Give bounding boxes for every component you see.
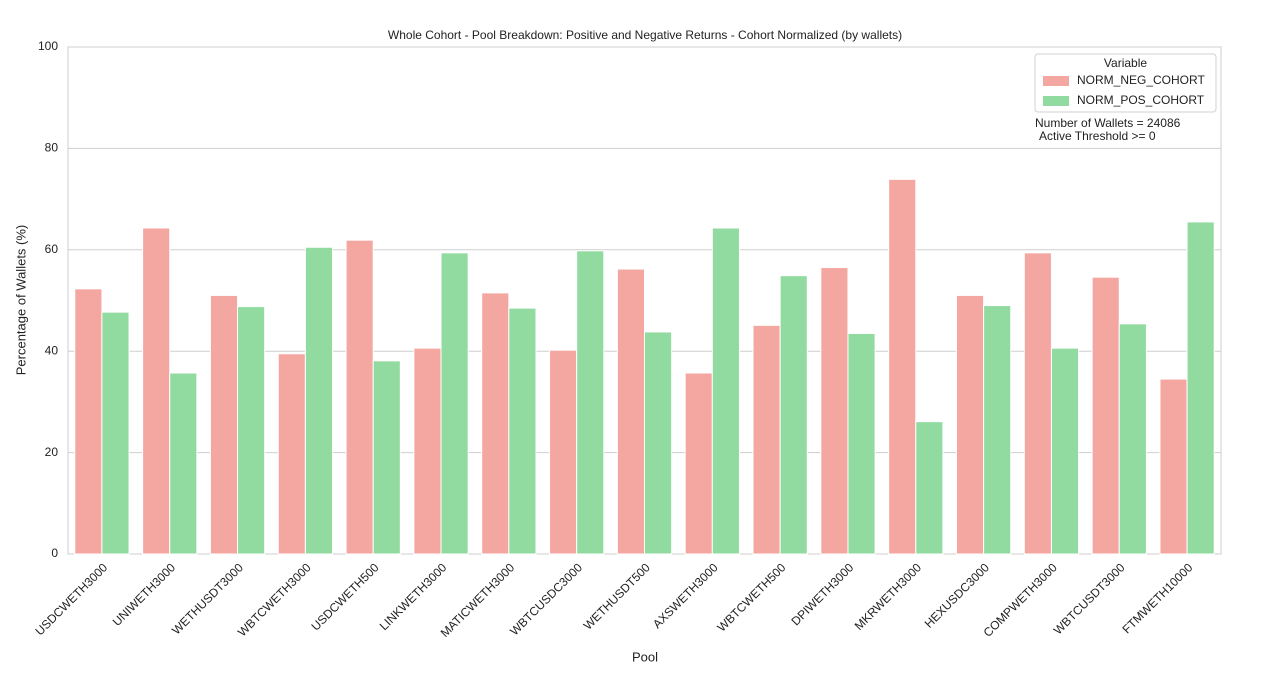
bar: [209, 294, 239, 555]
x-tick-label: AXSWETH3000: [650, 560, 721, 631]
bar: [413, 347, 442, 555]
x-tick-label: WBTCUSDC3000: [507, 560, 585, 638]
x-tick-label: UNIWETH3000: [110, 560, 179, 629]
bar: [1050, 347, 1080, 555]
x-tick-label: MATICWETH3000: [438, 560, 518, 640]
legend-label: NORM_POS_COHORT: [1077, 93, 1205, 107]
x-tick-label: WBTCWETH3000: [235, 560, 314, 639]
bar: [1023, 252, 1052, 555]
x-tick-label: WETHUSDT3000: [169, 560, 246, 637]
bar: [101, 311, 130, 555]
x-tick-label: COMPWETH3000: [981, 560, 1060, 639]
x-tick-label: USDCWETH3000: [32, 560, 110, 638]
legend-swatch: [1043, 76, 1069, 86]
annotation: Number of Wallets = 24086: [1035, 116, 1181, 130]
bar: [142, 227, 171, 555]
bar: [644, 331, 673, 555]
x-tick-label: LINKWETH3000: [377, 560, 450, 633]
bar: [616, 268, 646, 555]
bar: [1091, 276, 1120, 555]
bar: [549, 349, 578, 555]
x-axis-label: Pool: [632, 649, 658, 664]
x-tick-label: WBTCUSDT3000: [1051, 560, 1128, 637]
x-tick-label: MKRWETH3000: [852, 560, 925, 633]
bar: [576, 250, 605, 555]
bar: [304, 246, 334, 555]
bar: [1118, 323, 1147, 555]
y-tick-label: 100: [38, 39, 58, 53]
bar: [915, 421, 944, 555]
bar: [779, 275, 808, 555]
y-tick-label: 60: [45, 242, 59, 256]
legend-title: Variable: [1104, 56, 1147, 70]
bar: [372, 360, 401, 555]
bar: [955, 294, 985, 555]
bar: [508, 307, 537, 555]
x-tick-label: DPIWETH3000: [788, 560, 856, 628]
annotation: Active Threshold >= 0: [1039, 129, 1156, 143]
legend-swatch: [1043, 96, 1069, 106]
x-tick-label: HEXUSDC3000: [922, 560, 992, 630]
y-tick-label: 20: [45, 445, 59, 459]
y-tick-label: 40: [45, 343, 59, 357]
chart-title: Whole Cohort - Pool Breakdown: Positive …: [388, 28, 902, 42]
x-tick-label: WBTCWETH500: [714, 560, 788, 634]
bar: [711, 227, 740, 555]
bar: [847, 332, 876, 555]
bar: [481, 292, 510, 555]
x-tick-label: FTMWETH10000: [1120, 560, 1196, 636]
bar: [888, 178, 917, 555]
bar: [440, 252, 469, 555]
x-tick-label: USDCWETH500: [308, 560, 381, 633]
bar: [345, 239, 374, 555]
bar: [752, 324, 781, 555]
bar: [237, 306, 266, 555]
y-tick-label: 0: [51, 546, 58, 560]
bar: [983, 305, 1012, 555]
x-tick-label: WETHUSDT500: [581, 560, 653, 632]
bar: [277, 353, 306, 555]
y-tick-label: 80: [45, 141, 59, 155]
legend-box: [1034, 53, 1217, 113]
y-axis-label: Percentage of Wallets (%): [13, 225, 28, 376]
bar: [1186, 221, 1215, 555]
legend-label: NORM_NEG_COHORT: [1077, 73, 1205, 87]
bar: [684, 372, 713, 555]
bar: [820, 267, 849, 555]
bar: [169, 372, 198, 555]
bar: [1159, 378, 1188, 555]
bar: [74, 288, 103, 555]
